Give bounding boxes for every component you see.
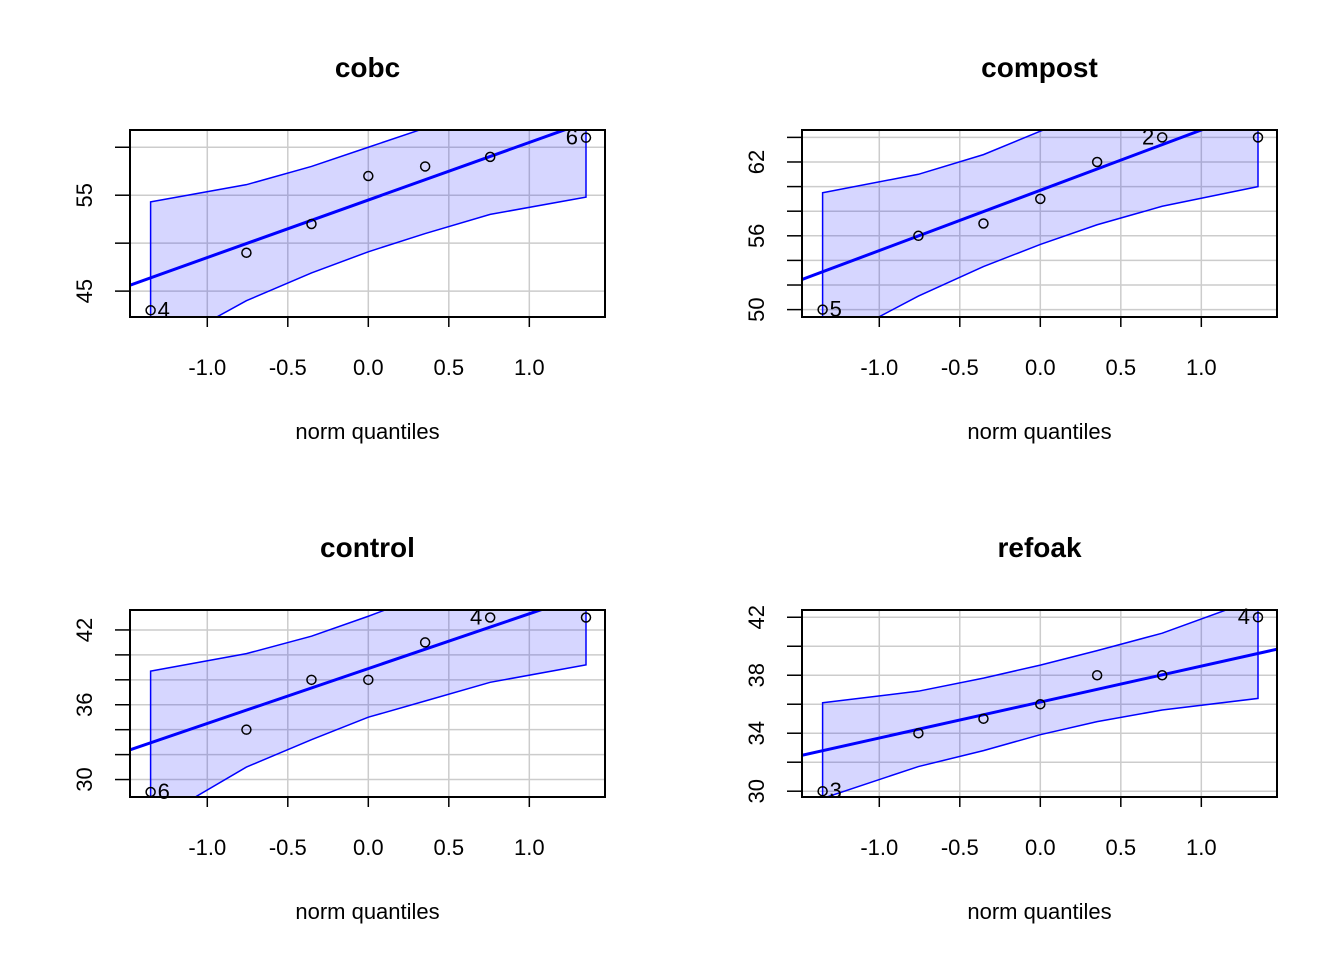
data-point — [306, 674, 317, 686]
data-point — [484, 612, 496, 623]
x-axis-label: norm quantiles — [295, 899, 439, 924]
data-point — [978, 713, 989, 724]
qq-panel-cobc: cobc 4 6 -1.0 -0.5 0.0 0.5 1.0 norm quantiles 45 5… — [72, 52, 606, 444]
x-tick-label: 0.5 — [1106, 835, 1137, 860]
plot-area — [130, 610, 587, 797]
data-point — [241, 247, 252, 258]
y-tick-label: 45 — [72, 279, 97, 303]
plot-frame — [801, 129, 1278, 318]
point-label: 6 — [566, 125, 578, 150]
y-tick-label: 42 — [72, 618, 97, 642]
data-point — [1035, 193, 1046, 205]
y-tick-label: 56 — [744, 224, 769, 248]
grid — [802, 130, 1277, 317]
panel-title: cobc — [335, 52, 400, 83]
confidence-envelope — [149, 130, 587, 317]
panel-title: compost — [981, 52, 1098, 83]
grid — [130, 610, 605, 797]
x-tick-label: -1.0 — [860, 355, 898, 380]
plot-area — [130, 130, 587, 317]
data-point — [1252, 132, 1264, 143]
x-tick-label: 0.5 — [1106, 355, 1137, 380]
data-point — [306, 218, 317, 230]
y-tick-label: 34 — [744, 721, 769, 745]
grid — [802, 610, 1277, 797]
x-axis-label: norm quantiles — [967, 419, 1111, 444]
point-label: 2 — [1142, 124, 1154, 149]
x-tick-label: -1.0 — [188, 355, 226, 380]
x-tick-label: -0.5 — [941, 355, 979, 380]
data-point — [1252, 611, 1264, 623]
data-point — [1156, 669, 1168, 681]
x-axis-label: norm quantiles — [967, 899, 1111, 924]
y-tick-label: 30 — [744, 779, 769, 803]
reference-line — [802, 130, 1206, 281]
data-point — [1091, 156, 1103, 168]
y-tick-label: 42 — [744, 605, 769, 629]
x-tick-label: 0.0 — [353, 835, 384, 860]
x-axis-label: norm quantiles — [295, 419, 439, 444]
x-tick-label: -1.0 — [188, 835, 226, 860]
qq-panel-compost: compost 5 2 -1.0 -0.5 0.0 0.5 1.0 norm quantiles… — [744, 52, 1278, 444]
data-point — [241, 724, 252, 735]
data-point — [1091, 669, 1103, 681]
panel-title: control — [320, 532, 415, 563]
y-tick-label: 55 — [72, 183, 97, 207]
data-point — [1156, 132, 1168, 143]
x-tick-label: -0.5 — [269, 355, 307, 380]
data-point — [913, 230, 924, 242]
data-point — [484, 151, 496, 163]
confidence-envelope — [149, 610, 587, 797]
y-tick-label: 30 — [72, 767, 97, 791]
x-tick-label: 1.0 — [1186, 835, 1217, 860]
x-tick-label: 0.0 — [1025, 835, 1056, 860]
data-point — [978, 218, 989, 229]
x-tick-label: 1.0 — [514, 355, 545, 380]
y-tick-label: 36 — [72, 693, 97, 717]
data-point — [419, 637, 431, 648]
x-tick-label: -0.5 — [941, 835, 979, 860]
point-label: 4 — [470, 604, 482, 629]
point-label: 4 — [158, 297, 170, 322]
data-point — [817, 304, 828, 315]
data-point — [363, 170, 374, 182]
data-point — [363, 674, 374, 686]
data-point — [913, 727, 924, 739]
confidence-envelope — [821, 130, 1259, 317]
x-tick-label: 1.0 — [514, 835, 545, 860]
x-tick-label: -1.0 — [860, 835, 898, 860]
data-point — [580, 612, 592, 623]
data-point — [145, 305, 156, 316]
y-tick-label: 38 — [744, 663, 769, 687]
data-point — [1035, 698, 1046, 710]
qq-panel-control: control 6 4 -1.0 -0.5 0.0 0.5 1.0 norm quantiles… — [72, 532, 606, 924]
data-point — [580, 132, 592, 143]
x-tick-label: 1.0 — [1186, 355, 1217, 380]
data-point — [817, 785, 828, 797]
y-tick-label: 62 — [744, 150, 769, 174]
point-label: 4 — [1238, 604, 1250, 629]
panel-title: refoak — [997, 532, 1081, 563]
reference-line — [802, 647, 1277, 757]
data-point — [419, 161, 431, 172]
plot-area — [802, 130, 1259, 317]
x-tick-label: 0.5 — [434, 355, 465, 380]
reference-line — [130, 130, 569, 287]
x-tick-label: -0.5 — [269, 835, 307, 860]
x-tick-label: 0.0 — [1025, 355, 1056, 380]
point-label: 3 — [830, 778, 842, 803]
plot-frame — [129, 609, 606, 798]
x-tick-label: 0.5 — [434, 835, 465, 860]
plot-frame — [129, 129, 606, 318]
x-tick-label: 0.0 — [353, 355, 384, 380]
point-label: 5 — [830, 297, 842, 322]
reference-line — [130, 610, 545, 752]
point-label: 6 — [158, 779, 170, 804]
plot-area — [802, 610, 1277, 797]
y-tick-label: 50 — [744, 297, 769, 321]
